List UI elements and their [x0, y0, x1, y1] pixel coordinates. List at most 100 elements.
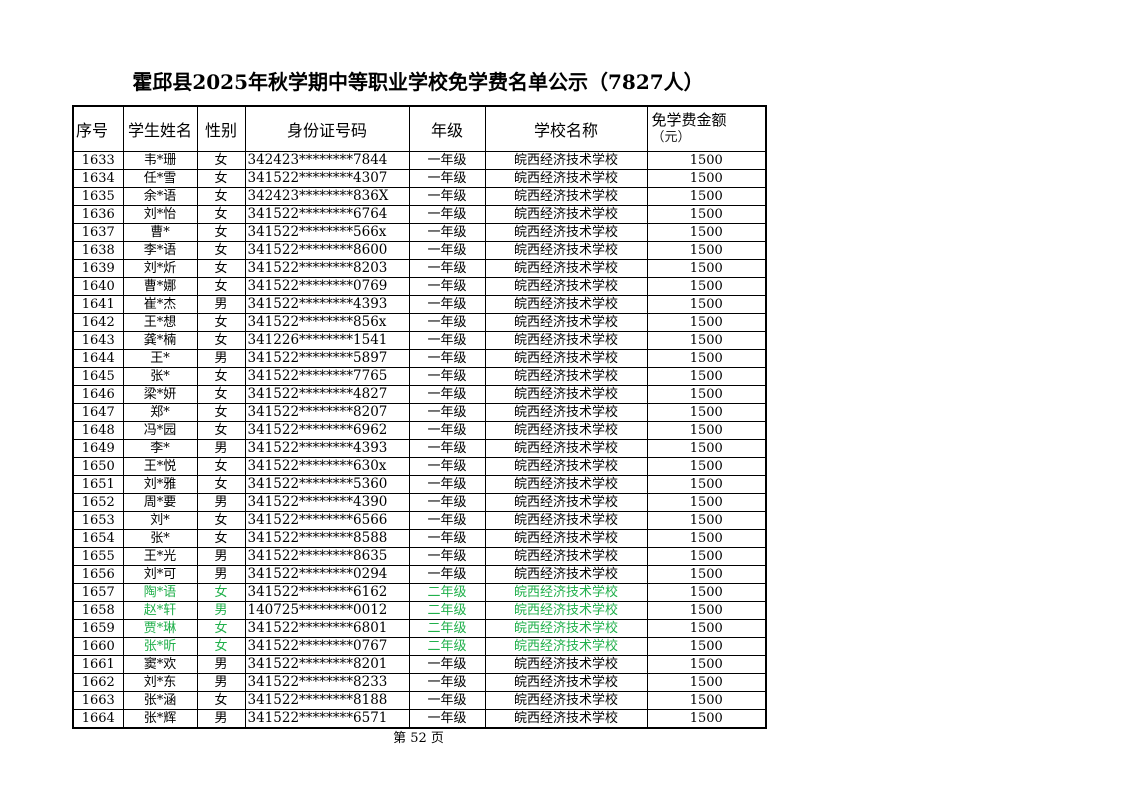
cell-grade: 一年级	[408, 151, 486, 170]
cell-name: 刘*炘	[122, 259, 198, 278]
cell-seq: 1651	[72, 475, 124, 494]
cell-school: 皖西经济技术学校	[484, 475, 648, 494]
cell-name: 刘*可	[122, 565, 198, 584]
cell-id: 341522********6566	[244, 511, 410, 530]
cell-id: 341522********0767	[244, 637, 410, 656]
table-row: 1648 冯*园女 341522********6962 一年级 皖西经济技术学校 150…	[72, 421, 767, 440]
table-row: 1653 刘* 女 341522********6566 一年级 皖西经济技术学校 1500	[72, 511, 767, 530]
cell-amount: 1500	[646, 205, 767, 224]
cell-amount: 1500	[646, 709, 767, 729]
cell-school: 皖西经济技术学校	[484, 691, 648, 710]
cell-amount: 1500	[646, 475, 767, 494]
cell-id: 341522********856x	[244, 313, 410, 332]
cell-gender: 女	[196, 421, 246, 440]
cell-grade: 一年级	[408, 385, 486, 404]
cell-amount: 1500	[646, 457, 767, 476]
cell-seq: 1657	[72, 583, 124, 602]
cell-amount: 1500	[646, 241, 767, 260]
table-row: 1654 张* 女 341522********8588 一年级 皖西经济技术学校 1500	[72, 529, 767, 548]
student-table: 序号 学生姓名 性别 身份证号码 年级 学校名称 免学费金额 （元） 1633 韦*…	[72, 105, 767, 729]
cell-name: 任*雪	[122, 169, 198, 188]
cell-amount: 1500	[646, 223, 767, 242]
cell-amount: 1500	[646, 313, 767, 332]
cell-gender: 女	[196, 313, 246, 332]
cell-seq: 1660	[72, 637, 124, 656]
cell-grade: 一年级	[408, 439, 486, 458]
cell-name: 贾*琳	[122, 619, 198, 638]
cell-amount: 1500	[646, 655, 767, 674]
cell-gender: 男	[196, 673, 246, 692]
cell-seq: 1642	[72, 313, 124, 332]
table-row: 1634 任*雪女 341522********4307 一年级 皖西经济技术学校 150…	[72, 169, 767, 188]
cell-school: 皖西经济技术学校	[484, 439, 648, 458]
cell-gender: 男	[196, 349, 246, 368]
cell-name: 王*悦	[122, 457, 198, 476]
cell-school: 皖西经济技术学校	[484, 385, 648, 404]
cell-seq: 1650	[72, 457, 124, 476]
cell-amount: 1500	[646, 583, 767, 602]
table-row: 1655 王*光男 341522********8635 一年级 皖西经济技术学校 150…	[72, 547, 767, 566]
cell-grade: 一年级	[408, 709, 486, 729]
cell-id: 341522********8203	[244, 259, 410, 278]
cell-name: 郑*	[122, 403, 198, 422]
cell-seq: 1658	[72, 601, 124, 620]
cell-grade: 一年级	[408, 565, 486, 584]
cell-name: 龚*楠	[122, 331, 198, 350]
cell-amount: 1500	[646, 169, 767, 188]
cell-school: 皖西经济技术学校	[484, 277, 648, 296]
cell-amount: 1500	[646, 565, 767, 584]
cell-seq: 1649	[72, 439, 124, 458]
cell-grade: 一年级	[408, 223, 486, 242]
cell-grade: 一年级	[408, 187, 486, 206]
cell-seq: 1637	[72, 223, 124, 242]
cell-gender: 男	[196, 439, 246, 458]
cell-amount: 1500	[646, 277, 767, 296]
cell-gender: 女	[196, 583, 246, 602]
cell-seq: 1640	[72, 277, 124, 296]
table-row: 1664 张*辉男 341522********6571 一年级 皖西经济技术学校 150…	[72, 709, 767, 729]
cell-name: 韦*珊	[122, 151, 198, 170]
cell-gender: 女	[196, 187, 246, 206]
cell-grade: 一年级	[408, 655, 486, 674]
cell-school: 皖西经济技术学校	[484, 565, 648, 584]
cell-id: 342423********7844	[244, 151, 410, 170]
cell-seq: 1635	[72, 187, 124, 206]
table-row: 1663 张*涵女 341522********8188 一年级 皖西经济技术学校 150…	[72, 691, 767, 710]
cell-grade: 二年级	[408, 619, 486, 638]
cell-seq: 1644	[72, 349, 124, 368]
cell-amount: 1500	[646, 403, 767, 422]
cell-seq: 1663	[72, 691, 124, 710]
cell-name: 窦*欢	[122, 655, 198, 674]
cell-id: 341522********8188	[244, 691, 410, 710]
cell-school: 皖西经济技术学校	[484, 169, 648, 188]
cell-school: 皖西经济技术学校	[484, 403, 648, 422]
cell-school: 皖西经济技术学校	[484, 583, 648, 602]
cell-school: 皖西经济技术学校	[484, 313, 648, 332]
cell-gender: 女	[196, 277, 246, 296]
cell-name: 刘*怡	[122, 205, 198, 224]
cell-school: 皖西经济技术学校	[484, 349, 648, 368]
cell-grade: 一年级	[408, 331, 486, 350]
cell-name: 赵*轩	[122, 601, 198, 620]
cell-name: 陶*语	[122, 583, 198, 602]
cell-seq: 1645	[72, 367, 124, 386]
cell-school: 皖西经济技术学校	[484, 259, 648, 278]
table-body: 1633 韦*珊女 342423********7844 一年级 皖西经济技术学校 150…	[72, 151, 767, 729]
cell-amount: 1500	[646, 511, 767, 530]
cell-school: 皖西经济技术学校	[484, 529, 648, 548]
cell-grade: 一年级	[408, 493, 486, 512]
header-seq: 序号	[72, 105, 124, 152]
cell-school: 皖西经济技术学校	[484, 709, 648, 729]
cell-seq: 1655	[72, 547, 124, 566]
cell-school: 皖西经济技术学校	[484, 619, 648, 638]
table-row: 1639 刘*炘女 341522********8203 一年级 皖西经济技术学校 150…	[72, 259, 767, 278]
header-grade: 年级	[408, 105, 486, 152]
cell-grade: 二年级	[408, 601, 486, 620]
cell-amount: 1500	[646, 439, 767, 458]
table-row: 1644 王* 男 341522********5897 一年级 皖西经济技术学校 1500	[72, 349, 767, 368]
cell-seq: 1633	[72, 151, 124, 170]
cell-id: 341522********566x	[244, 223, 410, 242]
cell-seq: 1641	[72, 295, 124, 314]
cell-id: 341522********0294	[244, 565, 410, 584]
cell-amount: 1500	[646, 673, 767, 692]
